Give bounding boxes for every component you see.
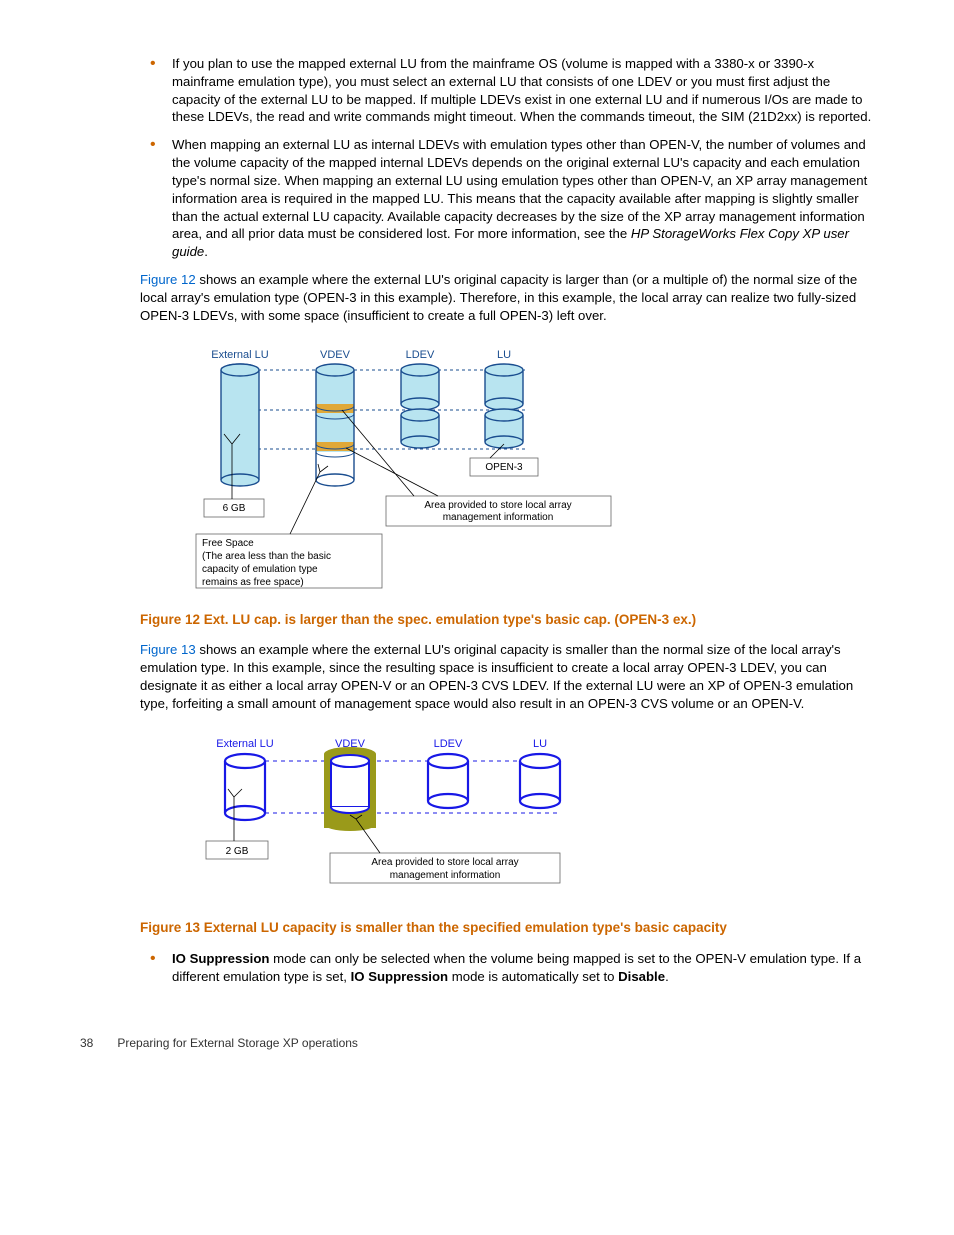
- cylinder-lu-1: [485, 364, 523, 410]
- cylinder-external-lu: [225, 754, 265, 820]
- label-lu: LU: [533, 738, 547, 750]
- bold-text: IO Suppression: [351, 969, 448, 984]
- label-external-lu: External LU: [216, 738, 274, 750]
- label-ldev: LDEV: [434, 738, 463, 750]
- cylinder-external-lu: [221, 364, 259, 486]
- text-segment: mode is automatically set to: [448, 969, 618, 984]
- label-fs4: remains as free space): [202, 577, 304, 588]
- bullet-marker: •: [150, 136, 172, 261]
- label-fs2: (The area less than the basic: [202, 551, 331, 562]
- cylinder-ldev-1: [401, 364, 439, 410]
- figure-12-svg: External LU VDEV LDEV LU: [190, 344, 650, 592]
- bold-text: Disable: [618, 969, 665, 984]
- label-area2: management information: [390, 870, 501, 881]
- label-area2: management information: [443, 512, 554, 523]
- cylinder-vdev: [316, 364, 354, 486]
- bullet-item: • When mapping an external LU as interna…: [150, 136, 874, 261]
- page-number: 38: [80, 1035, 114, 1051]
- bullet-marker: •: [150, 55, 172, 126]
- bullet-marker: •: [150, 950, 172, 986]
- bullet-item: • If you plan to use the mapped external…: [150, 55, 874, 126]
- label-vdev: VDEV: [320, 349, 351, 361]
- text-segment: shows an example where the external LU's…: [140, 272, 857, 323]
- text-segment: .: [665, 969, 669, 984]
- page-content: • If you plan to use the mapped external…: [0, 0, 954, 1102]
- callout-line: [346, 448, 438, 496]
- label-6gb: 6 GB: [223, 503, 246, 514]
- bold-text: IO Suppression: [172, 951, 269, 966]
- label-ldev: LDEV: [406, 349, 435, 361]
- bullet-text: If you plan to use the mapped external L…: [172, 55, 874, 126]
- label-area1: Area provided to store local array: [424, 500, 571, 511]
- figure-13-caption: Figure 13 External LU capacity is smalle…: [140, 919, 874, 937]
- cylinder-lu-2: [485, 409, 523, 448]
- figure-12-caption: Figure 12 Ext. LU cap. is larger than th…: [140, 611, 874, 629]
- figure-13-svg: External LU VDEV LDEV LU: [190, 733, 650, 901]
- bullet-text: When mapping an external LU as internal …: [172, 136, 874, 261]
- text-segment: shows an example where the external LU's…: [140, 642, 853, 710]
- figure-link[interactable]: Figure 12: [140, 272, 196, 287]
- figure-13: External LU VDEV LDEV LU: [190, 733, 874, 906]
- paragraph: Figure 13 shows an example where the ext…: [140, 641, 874, 712]
- figure-link[interactable]: Figure 13: [140, 642, 196, 657]
- footer-title: Preparing for External Storage XP operat…: [117, 1036, 358, 1050]
- label-external-lu: External LU: [211, 349, 269, 361]
- cylinder-vdev: [324, 747, 376, 831]
- label-2gb: 2 GB: [226, 846, 249, 857]
- cylinder-lu: [520, 754, 560, 808]
- label-area1: Area provided to store local array: [371, 857, 518, 868]
- label-fs3: capacity of emulation type: [202, 564, 318, 575]
- paragraph: Figure 12 shows an example where the ext…: [140, 271, 874, 324]
- bullet-item: • IO Suppression mode can only be select…: [150, 950, 874, 986]
- label-open3: OPEN-3: [485, 462, 523, 473]
- cylinder-ldev-2: [401, 409, 439, 448]
- cylinder-ldev: [428, 754, 468, 808]
- page-footer: 38 Preparing for External Storage XP ope…: [80, 1035, 874, 1051]
- label-lu: LU: [497, 349, 511, 361]
- bullet-text: IO Suppression mode can only be selected…: [172, 950, 874, 986]
- text-segment: .: [204, 244, 208, 259]
- figure-12: External LU VDEV LDEV LU: [190, 344, 874, 597]
- label-fs1: Free Space: [202, 538, 254, 549]
